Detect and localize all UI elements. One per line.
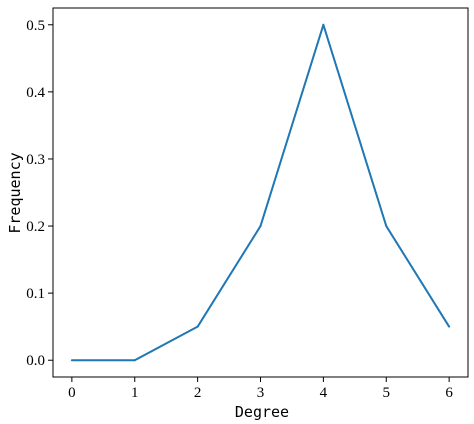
y-tick-label: 0.2 bbox=[26, 219, 45, 235]
y-tick-label: 0.3 bbox=[26, 152, 45, 168]
y-axis-ticks: 0.0 0.1 0.2 0.3 0.4 0.5 bbox=[26, 18, 53, 369]
plot-frame bbox=[52, 7, 469, 378]
y-tick-label: 0.4 bbox=[26, 85, 45, 101]
x-tick-label: 2 bbox=[194, 385, 202, 401]
x-tick-label: 4 bbox=[320, 385, 328, 401]
data-point bbox=[385, 225, 388, 228]
data-point bbox=[259, 225, 262, 228]
y-tick-label: 0.1 bbox=[26, 286, 45, 302]
data-point bbox=[196, 325, 199, 328]
data-point bbox=[322, 23, 325, 26]
series-line bbox=[71, 23, 450, 362]
series-group bbox=[70, 23, 451, 362]
x-tick-label: 1 bbox=[131, 385, 139, 401]
x-tick-label: 5 bbox=[383, 385, 391, 401]
y-axis-title: Frequency bbox=[6, 152, 24, 233]
data-point bbox=[448, 325, 451, 328]
x-axis-ticks: 0 1 2 3 4 5 6 bbox=[68, 377, 453, 401]
y-tick-label: 0.0 bbox=[26, 353, 45, 369]
data-point bbox=[133, 359, 136, 362]
x-axis-title: Degree bbox=[235, 403, 289, 421]
x-tick-label: 0 bbox=[68, 385, 76, 401]
y-tick-label: 0.5 bbox=[26, 18, 45, 34]
x-tick-label: 3 bbox=[257, 385, 265, 401]
x-tick-label: 6 bbox=[445, 385, 453, 401]
data-point bbox=[70, 359, 73, 362]
